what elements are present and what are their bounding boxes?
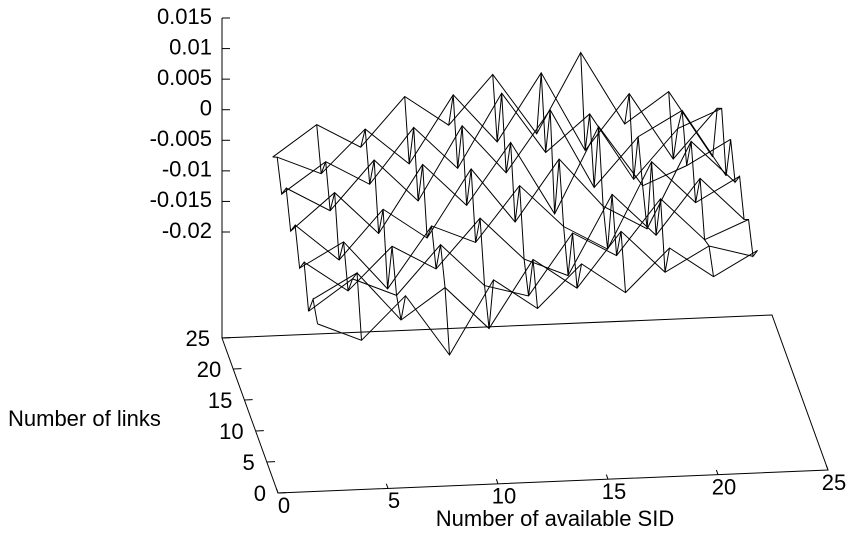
x-tick-label: 10 <box>492 484 516 509</box>
x-tick <box>275 488 279 494</box>
y-axis-label: Number of links <box>8 406 161 431</box>
x-tick-label: 0 <box>278 493 290 518</box>
z-tick-label: -0.02 <box>162 218 212 243</box>
surface-column <box>624 93 671 273</box>
y-tick-label: 10 <box>219 419 243 444</box>
y-tick-label: 0 <box>254 481 266 506</box>
x-tick-label: 20 <box>712 474 736 499</box>
surface-row <box>285 108 727 212</box>
surface-row <box>272 51 714 158</box>
surface-column <box>360 128 407 321</box>
surface-column <box>316 124 363 341</box>
x-axis-label: Number of available SID <box>436 506 674 531</box>
surface-column <box>536 72 583 289</box>
z-tick-label: -0.01 <box>162 157 212 182</box>
z-tick-label: -0.005 <box>150 126 212 151</box>
z-tick-label: -0.015 <box>150 187 212 212</box>
x-tick-label: 25 <box>822 470 846 495</box>
surface-column <box>668 91 715 277</box>
surface-row <box>281 92 722 195</box>
surface-row <box>299 160 740 290</box>
base-plane <box>221 314 829 494</box>
y-tick-label: 5 <box>243 450 255 475</box>
z-tick-label: 0 <box>200 96 212 121</box>
x-tick-label: 15 <box>602 479 626 504</box>
surface-column <box>404 96 451 356</box>
x-tick <box>495 478 499 484</box>
surface-column <box>272 156 319 324</box>
x-tick <box>825 465 829 471</box>
z-tick-label: 0.005 <box>157 65 212 90</box>
surface-column <box>448 94 495 329</box>
x-tick-label: 5 <box>388 488 400 513</box>
z-tick-label: 0.015 <box>157 4 212 29</box>
y-tick-label: 15 <box>208 388 232 413</box>
surface-column <box>712 107 758 258</box>
x-tick <box>385 483 389 489</box>
x-tick <box>605 474 609 480</box>
y-tick-label: 25 <box>186 326 210 351</box>
y-tick-label: 20 <box>197 357 221 382</box>
z-tick-label: 0.01 <box>169 34 212 59</box>
surface-column <box>580 52 627 293</box>
x-tick <box>715 469 719 475</box>
surface-column <box>492 74 539 309</box>
